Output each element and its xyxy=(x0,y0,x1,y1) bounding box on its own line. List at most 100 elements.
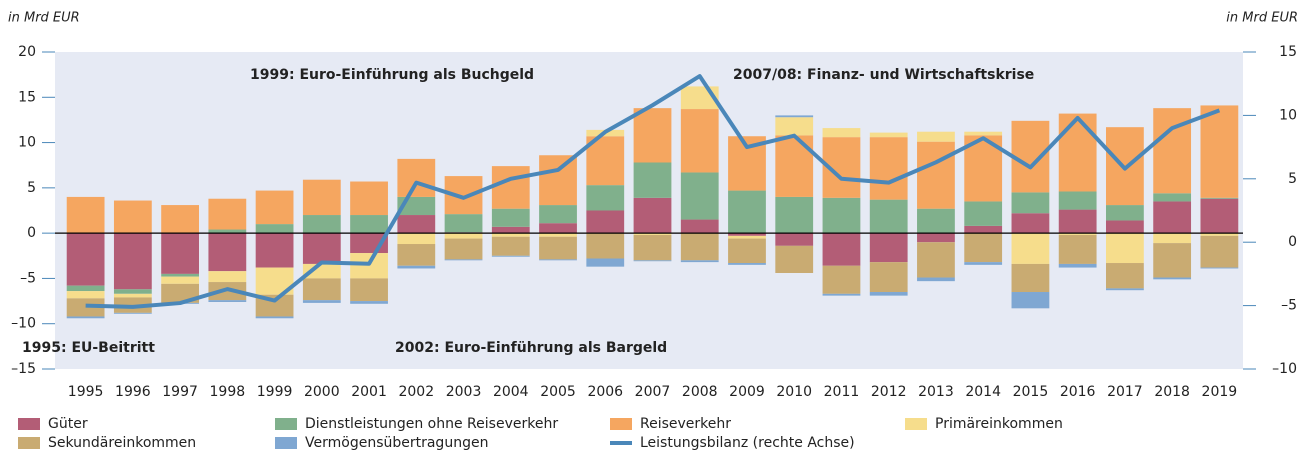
legend-label: Vermögensübertragungen xyxy=(305,435,488,451)
legend-swatch xyxy=(18,437,40,449)
bar-segment xyxy=(728,190,766,234)
bar-segment xyxy=(1153,233,1192,244)
x-tick-label: 2007 xyxy=(635,384,671,400)
bar-segment xyxy=(775,115,814,118)
bar-segment xyxy=(491,236,530,256)
x-tick-label: 2015 xyxy=(1013,384,1049,400)
bar-segment xyxy=(113,312,152,314)
bar-segment xyxy=(917,208,955,234)
legend-swatch xyxy=(275,437,297,449)
bar-segment xyxy=(491,208,530,227)
bar-segment xyxy=(1011,233,1050,264)
bar-segment xyxy=(161,233,199,274)
legend-swatch xyxy=(610,418,632,430)
line-series xyxy=(85,74,1221,309)
x-tick-label: 2019 xyxy=(1202,384,1238,400)
bar-segment xyxy=(255,316,294,319)
bar-segment xyxy=(633,234,672,261)
legend-swatch xyxy=(610,441,632,445)
bar-segment xyxy=(633,108,672,163)
bar-segment xyxy=(161,205,199,234)
bar-segment xyxy=(680,172,719,220)
y2-tick-label: 5 xyxy=(1288,171,1297,187)
bar-segment xyxy=(633,233,672,235)
bar-segment xyxy=(917,242,955,278)
bar-segment xyxy=(161,276,199,284)
bar-segment xyxy=(1106,220,1144,234)
bar-segment xyxy=(208,229,247,234)
annotation: 1995: EU-Beitritt xyxy=(22,340,155,356)
bar-segment xyxy=(1058,263,1097,268)
bar-segment xyxy=(66,233,105,286)
bar-segment xyxy=(161,283,199,303)
bar-segment xyxy=(255,190,294,225)
legend-label: Leistungsbilanz (rechte Achse) xyxy=(640,435,855,451)
bar-segment xyxy=(822,197,861,234)
bar-segment xyxy=(113,289,152,294)
bar-segment xyxy=(869,292,908,296)
y-tick-label: –10 xyxy=(11,316,36,332)
bar-segment xyxy=(66,291,105,299)
bar-segment xyxy=(302,215,341,234)
bar-segment xyxy=(728,238,766,264)
bar-segment xyxy=(917,141,955,209)
bar-segment xyxy=(208,300,247,302)
bar-segment xyxy=(822,265,861,294)
bar-segment xyxy=(822,293,861,296)
x-tick-label: 2002 xyxy=(398,384,434,400)
bar-segment xyxy=(66,316,105,319)
bar-segment xyxy=(869,233,908,263)
bar-segment xyxy=(775,245,814,273)
bar-segment xyxy=(66,285,105,292)
bar-segment xyxy=(586,233,625,259)
x-tick-label: 1999 xyxy=(257,384,293,400)
legend-label: Reiseverkehr xyxy=(640,416,731,432)
bar-segment xyxy=(397,265,436,269)
x-tick-label: 2008 xyxy=(682,384,718,400)
bar-segment xyxy=(586,210,625,234)
x-tick-label: 2005 xyxy=(540,384,576,400)
bar-segment xyxy=(822,233,861,266)
bar-segment xyxy=(350,301,388,304)
bar-segment xyxy=(444,259,483,261)
bar-segment xyxy=(444,238,483,260)
x-tick-label: 2001 xyxy=(351,384,387,400)
bar-segment xyxy=(397,244,436,266)
legend-label: Primäreinkommen xyxy=(935,416,1063,432)
bar-segment xyxy=(728,263,766,265)
x-tick-label: 2012 xyxy=(871,384,907,400)
y-tick-label: –15 xyxy=(11,361,36,377)
bar-segment xyxy=(869,199,908,234)
bar-segment xyxy=(1106,233,1144,264)
bar-segment xyxy=(586,258,625,267)
bar-segment xyxy=(775,233,814,246)
bar-segment xyxy=(1200,235,1239,268)
bar-segment xyxy=(1011,192,1050,214)
x-tick-label: 2000 xyxy=(304,384,340,400)
bar-segment xyxy=(869,132,908,138)
bar-segment xyxy=(633,197,672,234)
bar-segment xyxy=(1011,292,1050,309)
bar-segment xyxy=(775,117,814,136)
bar-segment xyxy=(964,225,1003,234)
y2-tick-label: –10 xyxy=(1272,361,1297,377)
y-tick-label: –5 xyxy=(20,270,36,286)
bar-segment xyxy=(1200,197,1239,199)
bar-segment xyxy=(539,155,577,206)
x-tick-label: 1998 xyxy=(210,384,246,400)
legend-swatch xyxy=(275,418,297,430)
bar-segment xyxy=(302,233,341,264)
bar-segment xyxy=(728,235,766,239)
legend-label: Güter xyxy=(48,416,88,432)
bar-segment xyxy=(539,205,577,224)
bar-segment xyxy=(491,233,530,237)
y-tick-label: 5 xyxy=(27,180,36,196)
bar-segment xyxy=(113,293,152,298)
x-tick-label: 2013 xyxy=(918,384,954,400)
legend-swatch xyxy=(18,418,40,430)
x-tick-label: 1997 xyxy=(162,384,198,400)
bar-segment xyxy=(539,236,577,260)
bar-segment xyxy=(1200,198,1239,234)
y-tick-label: 10 xyxy=(18,135,36,151)
